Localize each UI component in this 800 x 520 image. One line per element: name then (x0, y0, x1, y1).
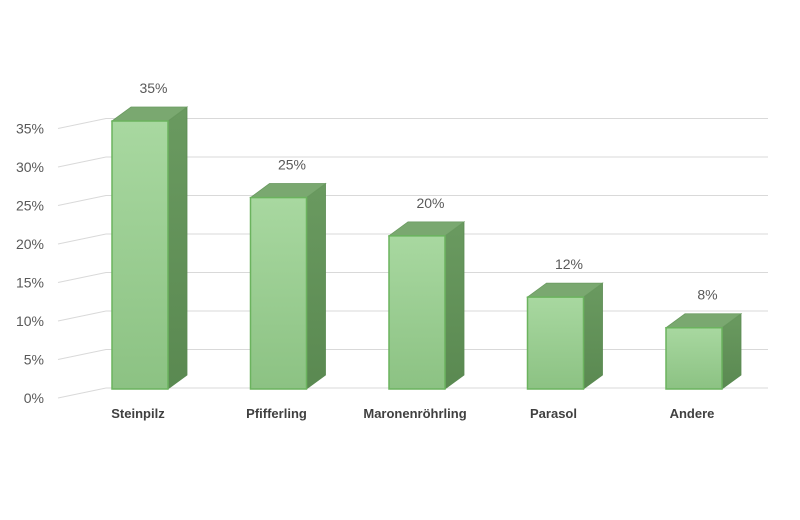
bar-steinpilz (110, 106, 189, 390)
y-tick-label: 30% (16, 159, 44, 175)
grid-line (57, 156, 768, 168)
bar-front (111, 120, 169, 390)
x-category-label: Steinpilz (111, 406, 165, 421)
bar-andere (664, 312, 743, 390)
y-tick-label: 10% (16, 313, 44, 329)
bar-parasol (526, 282, 604, 390)
data-label: 20% (416, 195, 444, 211)
x-category-label: Andere (670, 406, 715, 421)
x-category-label: Maronenröhrling (363, 406, 466, 421)
grid-line (57, 195, 768, 206)
grid-line (57, 233, 768, 245)
y-tick-label: 35% (16, 121, 44, 137)
y-tick-label: 15% (16, 275, 44, 291)
x-axis-labels: Steinpilz Pfifferling Maronenröhrling Paras… (111, 406, 714, 421)
grid-lines (57, 118, 768, 399)
bars: 35% 25% 20% 12% 8% (110, 80, 743, 390)
bar-front (665, 326, 723, 390)
bar-side (306, 182, 326, 390)
bar-front (526, 296, 585, 390)
y-tick-label: 20% (16, 236, 44, 252)
x-category-label: Parasol (530, 406, 577, 421)
bar-side (444, 221, 465, 390)
x-category-label: Pfifferling (246, 406, 307, 421)
bar-front (249, 196, 308, 390)
y-axis-ticks: 0% 5% 10% 15% 20% 25% 30% 35% (16, 121, 44, 407)
y-tick-label: 5% (24, 352, 44, 368)
y-tick-label: 25% (16, 198, 44, 214)
data-label: 35% (139, 80, 167, 96)
grid-line (57, 118, 768, 129)
bar-side (583, 282, 603, 390)
y-tick-label: 0% (24, 390, 44, 406)
data-label: 12% (555, 256, 583, 272)
bar-pfifferling (249, 182, 327, 390)
bar-side (167, 106, 188, 390)
bar-maronenröhrling (387, 221, 466, 390)
bar-front (388, 235, 446, 390)
data-label: 25% (278, 157, 306, 173)
grid-line (57, 272, 768, 283)
data-label: 8% (697, 287, 717, 303)
